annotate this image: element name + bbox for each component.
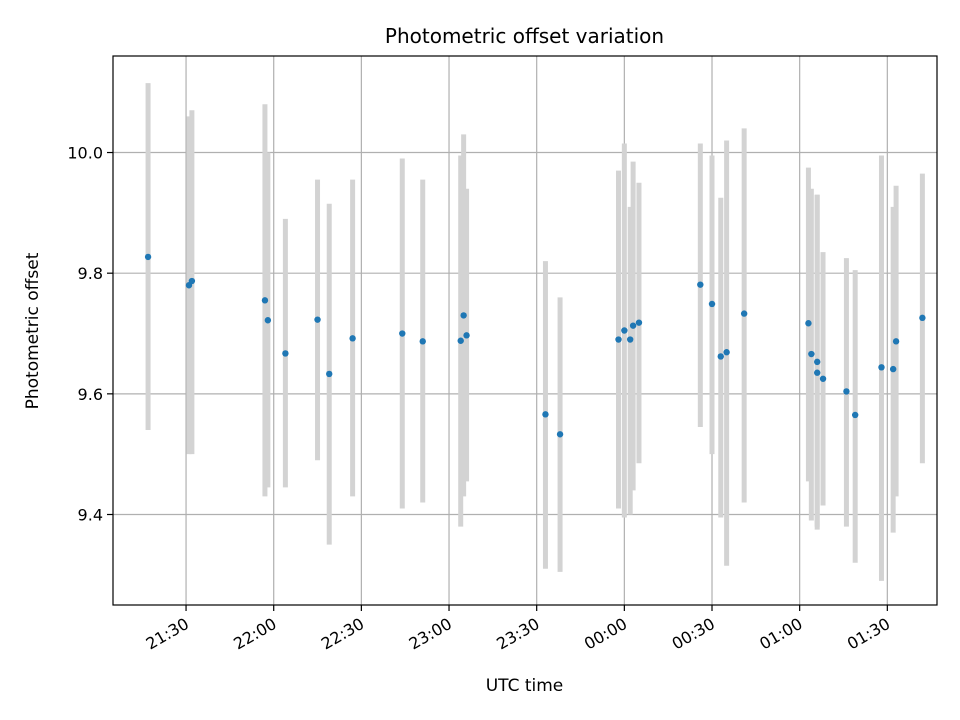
data-points <box>144 253 926 438</box>
data-point <box>629 322 637 329</box>
data-point <box>851 411 859 419</box>
x-tick-label: 22:00 <box>230 614 279 654</box>
data-point <box>542 411 549 418</box>
x-tick-label: 23:00 <box>406 614 455 654</box>
data-point <box>282 350 289 357</box>
x-tick-label: 23:30 <box>493 614 542 654</box>
x-axis-title: UTC time <box>486 676 564 696</box>
data-point <box>463 332 470 339</box>
data-point <box>144 253 152 261</box>
y-tick-label: 9.8 <box>78 264 103 283</box>
chart-title: Photometric offset variation <box>385 24 664 48</box>
data-point <box>843 388 850 395</box>
x-tick-label: 22:30 <box>318 614 367 654</box>
data-point <box>889 365 897 373</box>
data-point <box>723 349 730 356</box>
x-tick-label: 00:00 <box>581 614 630 654</box>
data-point <box>819 375 827 382</box>
data-point <box>615 336 622 343</box>
data-point <box>457 337 464 344</box>
x-tick-label: 01:00 <box>756 614 805 654</box>
data-point <box>556 431 564 438</box>
data-point <box>419 338 426 345</box>
data-point <box>919 314 926 322</box>
data-point <box>697 281 704 288</box>
data-point <box>314 316 321 323</box>
data-point <box>264 317 272 324</box>
data-point <box>878 364 885 371</box>
y-tick-label: 9.4 <box>78 506 103 525</box>
y-axis: 9.4 9.6 9.8 10.0 <box>67 144 113 525</box>
x-tick-label: 21:30 <box>143 614 192 654</box>
y-tick-label: 9.6 <box>78 385 103 404</box>
data-point <box>635 319 643 326</box>
data-point <box>808 350 815 358</box>
y-tick-label: 10.0 <box>67 144 103 163</box>
x-axis: 21:30 22:00 22:30 23:00 23:30 00:00 00:30 01:00… <box>143 605 893 654</box>
data-point <box>399 330 406 337</box>
data-point <box>892 338 900 345</box>
plot-frame <box>112 55 938 606</box>
data-point <box>621 327 628 334</box>
data-point <box>261 297 269 304</box>
data-point <box>349 335 356 342</box>
data-point <box>708 300 716 308</box>
data-point <box>460 312 467 319</box>
data-point <box>740 310 748 317</box>
data-point <box>326 370 333 378</box>
y-axis-title: Photometric offset <box>23 252 43 409</box>
x-tick-label: 01:30 <box>844 614 893 654</box>
error-bars <box>145 83 925 581</box>
data-point <box>188 277 196 285</box>
data-point <box>717 353 724 360</box>
x-tick-label: 00:30 <box>669 614 718 654</box>
data-point <box>805 320 812 327</box>
data-point <box>813 369 821 376</box>
data-point <box>813 358 821 366</box>
data-point <box>626 336 634 343</box>
